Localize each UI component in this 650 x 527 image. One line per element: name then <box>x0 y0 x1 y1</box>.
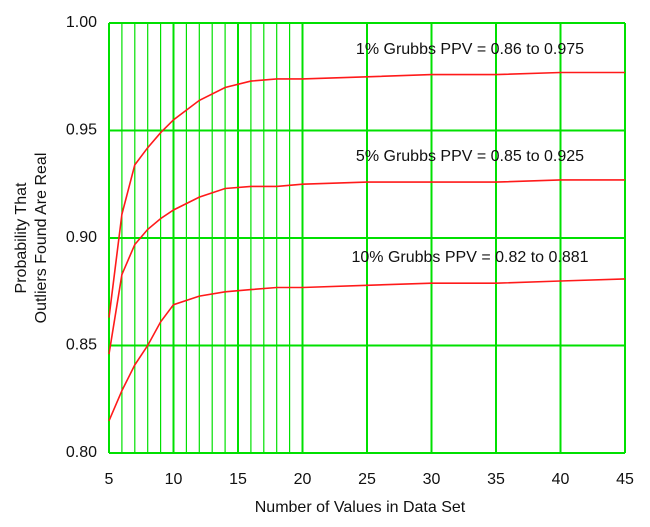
annotation: 5% Grubbs PPV = 0.85 to 0.925 <box>356 148 584 165</box>
y-tick-label: 0.85 <box>66 337 97 354</box>
y-tick-label: 0.95 <box>66 122 97 139</box>
x-tick-label: 25 <box>358 471 376 488</box>
line <box>108 71 625 318</box>
x-tick-label: 40 <box>552 471 570 488</box>
annotation: 1% Grubbs PPV = 0.86 to 0.975 <box>356 41 584 58</box>
y-tick-label: 0.80 <box>66 444 97 461</box>
x-tick-label: 45 <box>616 471 634 488</box>
x-axis-label: Number of Values in Data Set <box>255 499 466 516</box>
y-axis-label: Probability That <box>13 182 30 293</box>
x-tick-label: 35 <box>487 471 505 488</box>
annotation: 10% Grubbs PPV = 0.82 to 0.881 <box>351 249 588 266</box>
y-axis-label: Outliers Found Are Real <box>33 153 50 324</box>
x-tick-label: 15 <box>229 471 247 488</box>
x-tick-label: 10 <box>165 471 183 488</box>
line <box>108 278 626 422</box>
line <box>108 179 625 355</box>
x-tick-label: 20 <box>294 471 312 488</box>
x-tick-label: 5 <box>105 471 114 488</box>
x-tick-label: 30 <box>423 471 441 488</box>
y-tick-label: 0.90 <box>66 229 97 246</box>
y-tick-label: 1.00 <box>66 14 97 31</box>
